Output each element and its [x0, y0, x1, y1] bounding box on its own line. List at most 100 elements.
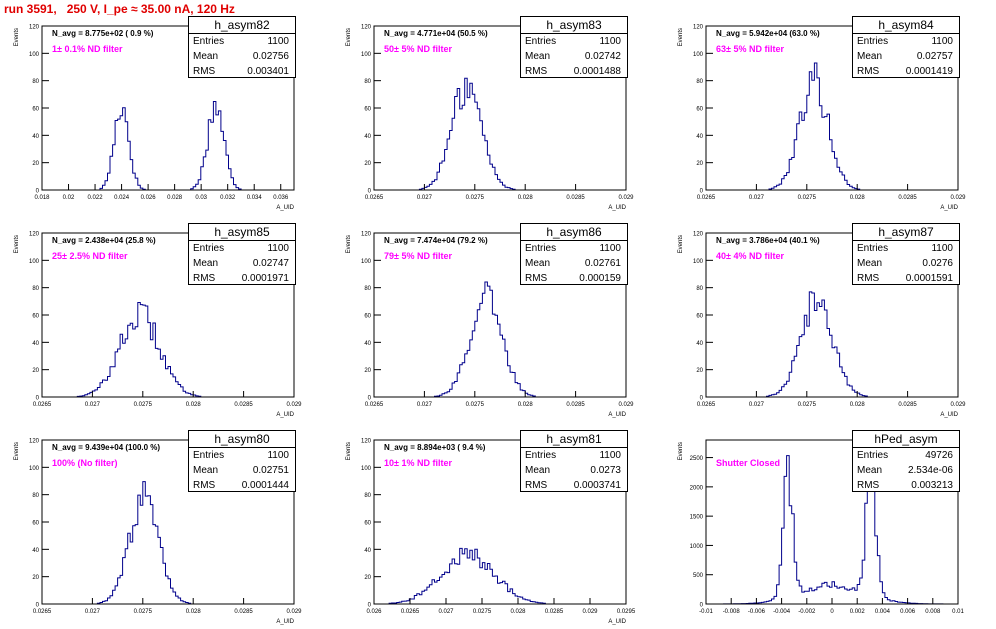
stats-key: Mean [193, 465, 219, 476]
y-tick-label: 100 [693, 259, 704, 265]
stats-box: h_asym87 Entries 1100 Mean 0.0276 RMS 0.000159… [852, 223, 960, 285]
y-tick-label: 120 [361, 439, 372, 445]
x-tick-label: 0.027 [417, 402, 433, 408]
stats-value: 0.02742 [584, 51, 621, 62]
pad-h_asym87: 0 20 40 60 80 100 120 0.0265 0.027 0.0275 0.028 0.0… [664, 215, 996, 422]
x-tick-label: 0.027 [85, 402, 101, 408]
stats-row-entries: Entries 1100 [189, 241, 295, 256]
navg-label: N_avg = 2.438e+04 (25.8 %) [52, 236, 156, 245]
stats-value: 0.000159 [579, 273, 621, 284]
stats-value: 0.02751 [252, 465, 289, 476]
filter-annotation: 50± 5% ND filter [384, 44, 452, 54]
histogram-line [374, 281, 626, 398]
stats-key: Entries [193, 243, 225, 254]
histogram-line [706, 62, 958, 191]
x-axis-label: A_UID [608, 412, 626, 418]
x-tick-label: 0.028 [518, 402, 534, 408]
y-axis-label: Events [14, 235, 20, 253]
y-axis-label: Events [678, 235, 684, 253]
y-axis-label: Events [346, 28, 352, 46]
stats-row-mean: Mean 2.534e-06 [853, 463, 959, 478]
stats-key: RMS [525, 480, 548, 491]
navg-label: N_avg = 3.786e+04 (40.1 %) [716, 236, 820, 245]
y-tick-label: 40 [696, 341, 703, 347]
y-tick-label: 0 [700, 396, 704, 402]
y-tick-label: 20 [364, 161, 371, 167]
histogram-plot: 0 20 40 60 80 100 120 0.026 0.0265 0.027 0.0275 0.0… [346, 439, 636, 626]
stats-key: Entries [857, 36, 889, 47]
filter-annotation: 79± 5% ND filter [384, 251, 452, 261]
stats-row-rms: RMS 0.003401 [189, 64, 295, 79]
x-tick-label: 0.006 [900, 609, 916, 615]
histogram-line [706, 291, 958, 398]
stats-key: RMS [525, 66, 548, 77]
navg-label: N_avg = 4.771e+04 (50.5 %) [384, 29, 488, 38]
y-tick-label: 60 [32, 107, 39, 113]
histogram-name: h_asym85 [189, 224, 295, 241]
y-tick-label: 80 [32, 79, 39, 85]
stats-key: Mean [857, 51, 883, 62]
x-tick-label: 0.03 [195, 195, 207, 201]
stats-key: RMS [193, 480, 216, 491]
y-tick-label: 40 [696, 134, 703, 140]
histogram-line [42, 302, 294, 398]
x-tick-label: 0.027 [438, 609, 454, 615]
stats-value: 0.02761 [584, 258, 621, 269]
histogram-plot: 0 20 40 60 80 100 120 0.0265 0.027 0.0275 0.028 0.0… [678, 25, 966, 212]
stats-box: h_asym84 Entries 1100 Mean 0.02757 RMS 0.00014… [852, 16, 960, 78]
page-title: run 3591, 250 V, I_pe ≈ 35.00 nA, 120 Hz [4, 2, 235, 16]
y-tick-label: 60 [32, 521, 39, 527]
stats-key: RMS [857, 273, 880, 284]
y-tick-label: 20 [696, 368, 703, 374]
navg-label: N_avg = 7.474e+04 (79.2 %) [384, 236, 488, 245]
stats-box: h_asym81 Entries 1100 Mean 0.0273 RMS 0.000374… [520, 430, 628, 492]
stats-key: Mean [525, 51, 551, 62]
y-tick-label: 1500 [690, 515, 704, 521]
pad-h_asym84: 0 20 40 60 80 100 120 0.0265 0.027 0.0275 0.028 0.0… [664, 8, 996, 215]
y-tick-label: 60 [696, 314, 703, 320]
x-tick-label: -0.008 [723, 609, 741, 615]
x-axis-label: A_UID [940, 412, 958, 418]
stats-value: 0.02756 [252, 51, 289, 62]
x-tick-label: 0.0275 [466, 195, 485, 201]
y-tick-label: 60 [364, 107, 371, 113]
stats-value: 0.003213 [911, 480, 953, 491]
y-tick-label: 20 [364, 575, 371, 581]
navg-label: N_avg = 5.942e+04 (63.0 %) [716, 29, 820, 38]
y-tick-label: 40 [364, 134, 371, 140]
stats-box: h_asym86 Entries 1100 Mean 0.02761 RMS 0.00015… [520, 223, 628, 285]
x-tick-label: 0.0265 [697, 402, 716, 408]
y-tick-label: 100 [361, 52, 372, 58]
stats-key: RMS [525, 273, 548, 284]
histogram-line [42, 101, 294, 191]
y-tick-label: 80 [32, 493, 39, 499]
navg-label: N_avg = 8.775e+02 ( 0.9 %) [52, 29, 154, 38]
stats-row-mean: Mean 0.02756 [189, 49, 295, 64]
x-tick-label: 0 [830, 609, 834, 615]
x-tick-label: 0.0285 [234, 609, 253, 615]
y-tick-label: 120 [361, 232, 372, 238]
stats-row-entries: Entries 1100 [189, 34, 295, 49]
y-tick-label: 40 [32, 548, 39, 554]
stats-value: 1100 [599, 450, 621, 461]
pad-h_asym82: 0 20 40 60 80 100 120 0.018 0.02 0.022 0.024 0.026 0… [0, 8, 332, 215]
stats-row-mean: Mean 0.02742 [521, 49, 627, 64]
y-tick-label: 20 [364, 368, 371, 374]
y-tick-label: 2000 [690, 485, 704, 491]
histogram-line [374, 547, 626, 605]
x-tick-label: 0.028 [850, 195, 866, 201]
stats-value: 1100 [931, 36, 953, 47]
y-tick-label: 100 [29, 466, 40, 472]
x-tick-label: 0.008 [925, 609, 941, 615]
y-tick-label: 100 [361, 466, 372, 472]
stats-box: h_asym83 Entries 1100 Mean 0.02742 RMS 0.00014… [520, 16, 628, 78]
y-tick-label: 2500 [690, 456, 704, 462]
x-tick-label: 0.0275 [466, 402, 485, 408]
x-tick-label: 0.0265 [365, 402, 384, 408]
stats-key: Mean [193, 258, 219, 269]
y-tick-label: 0 [36, 396, 40, 402]
x-tick-label: 0.0275 [134, 402, 153, 408]
x-tick-label: 0.028 [510, 609, 526, 615]
filter-annotation: 1± 0.1% ND filter [52, 44, 123, 54]
filter-annotation: 100% (No filter) [52, 458, 118, 468]
